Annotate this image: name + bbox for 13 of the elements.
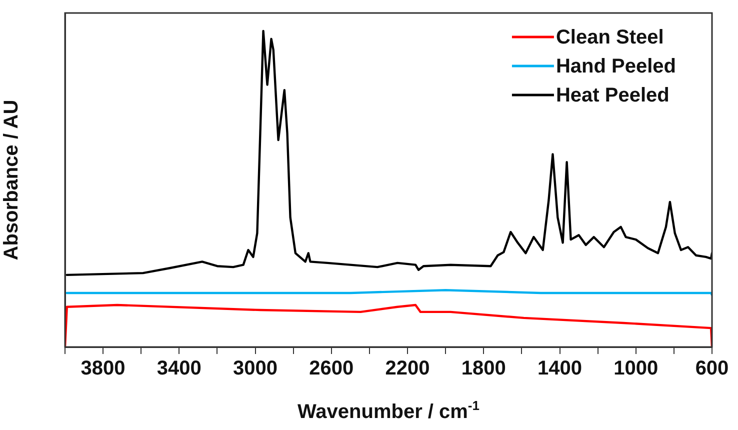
- legend-label: Clean Steel: [556, 26, 664, 49]
- x-tick-label: 2600: [309, 358, 354, 380]
- x-tick-label: 1800: [461, 358, 506, 380]
- x-tick-label: 3000: [233, 358, 278, 380]
- y-axis-title: Absorbance / AU: [0, 100, 23, 260]
- x-tick-label: 3800: [80, 358, 126, 380]
- x-tick-label: 1400: [538, 358, 582, 380]
- x-tick-label: 2200: [385, 358, 430, 380]
- x-tick-label: 1000: [614, 358, 658, 380]
- legend-label: Heat Peeled: [556, 84, 670, 107]
- x-tick-label: 600: [695, 358, 729, 380]
- x-tick-label: 3400: [156, 358, 202, 380]
- legend-label: Hand Peeled: [556, 56, 676, 78]
